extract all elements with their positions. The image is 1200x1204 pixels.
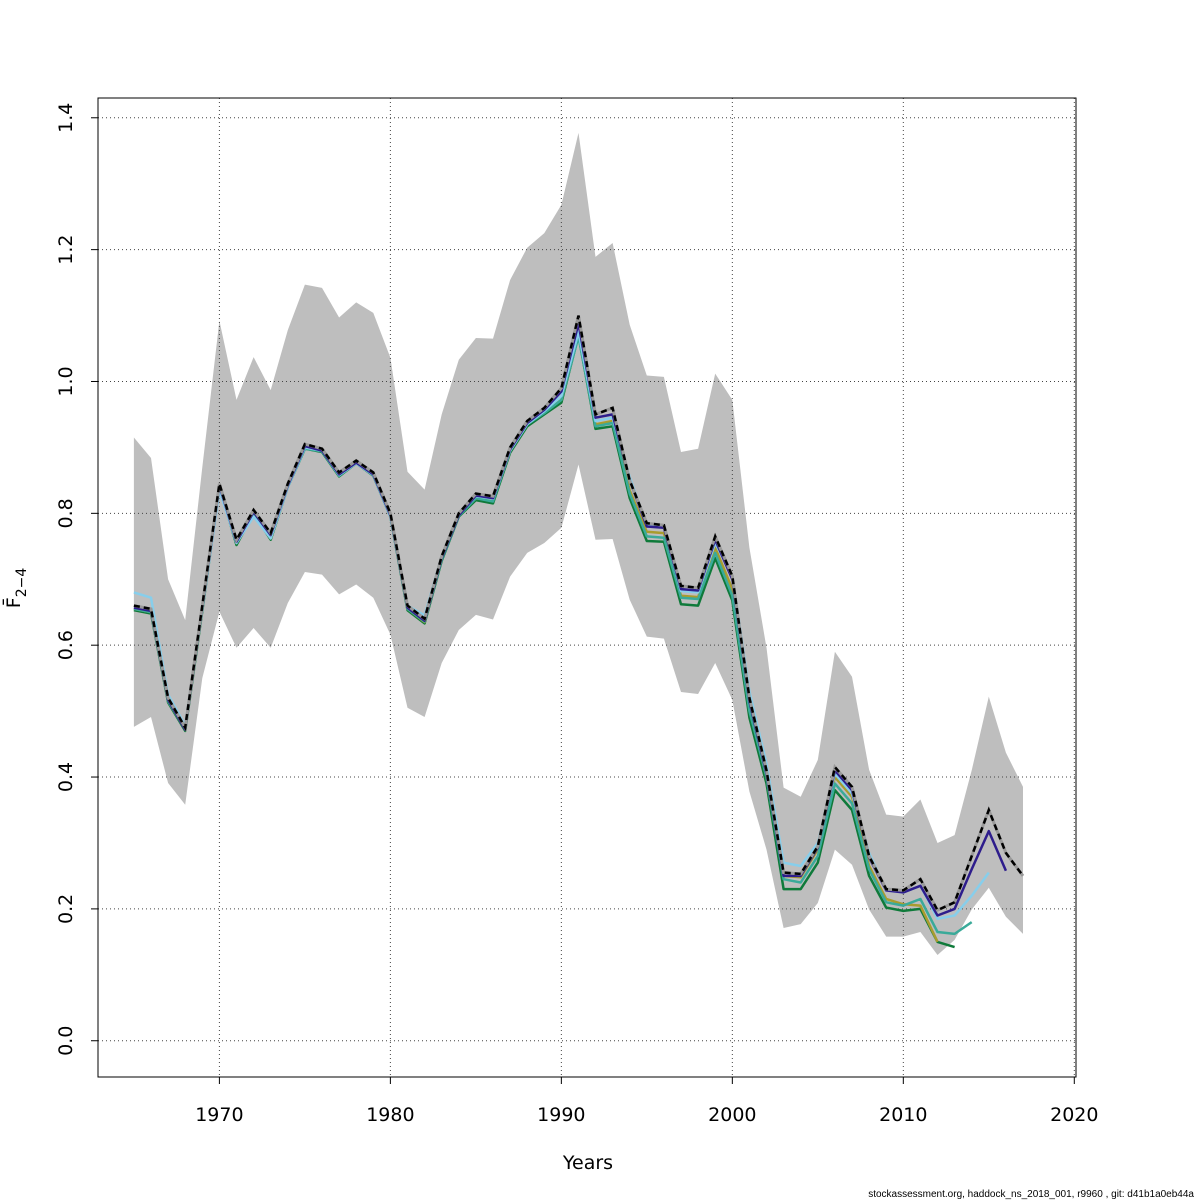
- x-tick-label: 1990: [537, 1104, 585, 1126]
- series-line-base: [133, 315, 1025, 912]
- y-tick-label: 1.4: [55, 103, 77, 133]
- footnote: stockassessment.org, haddock_ns_2018_001…: [868, 1189, 1194, 1200]
- x-tick-label: 2010: [879, 1104, 927, 1126]
- confidence-band: [133, 132, 1023, 955]
- y-axis-label-main: F̄: [1, 597, 25, 608]
- y-tick-label: 0.4: [55, 762, 77, 792]
- x-tick-label: 1970: [195, 1104, 243, 1126]
- x-tick-label: 2000: [708, 1104, 756, 1126]
- x-axis-label: Years: [562, 1152, 613, 1174]
- y-tick-label: 1.2: [55, 235, 77, 265]
- x-tick-label: 2020: [1050, 1104, 1098, 1126]
- y-tick-label: 0.6: [55, 630, 77, 660]
- x-tick-label: 1980: [366, 1104, 414, 1126]
- y-axis-label-subscript: 2−4: [14, 568, 30, 598]
- plot-frame: [97, 97, 1077, 1078]
- y-tick-label: 0.8: [55, 498, 77, 528]
- y-tick-label: 1.0: [55, 366, 77, 396]
- svg-text:F̄2−4: F̄2−4: [1, 568, 30, 609]
- y-axis-label: F̄2−4: [1, 568, 30, 609]
- y-tick-label: 0.0: [55, 1026, 77, 1056]
- y-tick-label: 0.2: [55, 894, 77, 924]
